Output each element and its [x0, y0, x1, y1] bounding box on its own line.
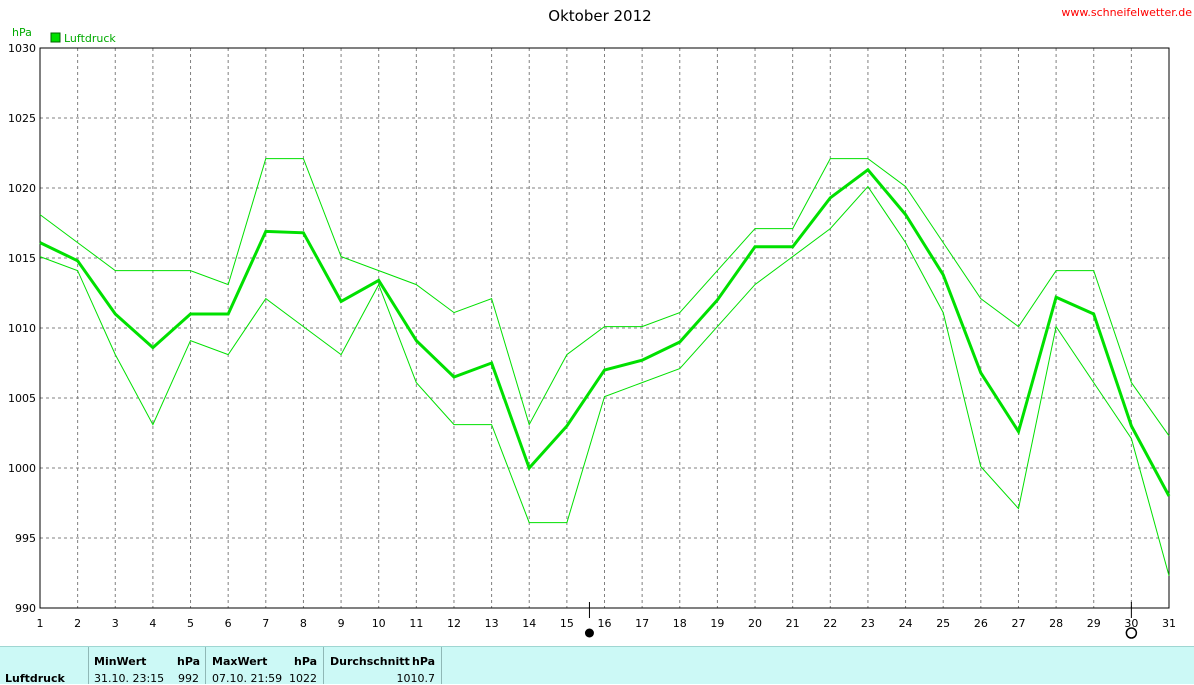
x-tick-label: 8	[300, 617, 307, 630]
max-datetime: 07.10. 21:59	[212, 672, 283, 685]
x-tick-label: 16	[598, 617, 612, 630]
stats-min-cell: MinWert hPa 31.10. 23:15 992	[89, 647, 206, 685]
stats-max-cell: MaxWert hPa 07.10. 21:59 1022	[206, 647, 324, 685]
min-unit: hPa	[177, 655, 201, 668]
min-datetime: 31.10. 23:15	[94, 672, 165, 685]
x-tick-label: 7	[262, 617, 269, 630]
x-ticks: 1 2 3 4 5 6 7 8 9 10 11 12 13 14 15 16 17 18 19 20 21 22 23 24 2…	[37, 617, 1177, 630]
x-tick-label: 6	[225, 617, 232, 630]
x-tick-label: 15	[560, 617, 574, 630]
stats-avg-cell: Durchschnitt hPa 1010.7	[324, 647, 442, 685]
x-tick-label: 21	[786, 617, 800, 630]
y-tick-label: 1030	[8, 42, 36, 55]
plot-border	[39, 47, 1170, 609]
site-link[interactable]: www.schneifelwetter.de	[1061, 6, 1192, 19]
stats-label-cell	[0, 647, 89, 684]
y-tick-label: 1010	[8, 322, 36, 335]
avg-value: 1010.7	[396, 672, 436, 685]
y-axis-unit: hPa	[12, 26, 32, 39]
y-tick-label: 990	[15, 602, 36, 615]
grid	[40, 48, 1169, 608]
min-value: 992	[178, 672, 199, 685]
x-tick-label: 3	[112, 617, 119, 630]
series-line-luftdruck	[39, 167, 1171, 497]
min-label: MinWert	[94, 655, 147, 668]
max-label: MaxWert	[212, 655, 268, 668]
x-tick-label: 28	[1049, 617, 1063, 630]
x-tick-label: 11	[409, 617, 423, 630]
stats-bar: Luftdruck MinWert hPa 31.10. 23:15 992 M…	[0, 646, 1194, 685]
x-tick-label: 31	[1162, 617, 1176, 630]
x-tick-label: 29	[1087, 617, 1101, 630]
legend-swatch	[50, 32, 61, 43]
x-tick-label: 5	[187, 617, 194, 630]
x-tick-label: 24	[899, 617, 913, 630]
full-moon-icon	[1125, 627, 1138, 639]
stats-row-label: Luftdruck	[5, 672, 65, 685]
x-tick-label: 13	[485, 617, 499, 630]
y-tick-label: 1015	[8, 252, 36, 265]
series-line-lower	[39, 185, 1170, 576]
chart-title: Oktober 2012	[548, 7, 651, 25]
x-tick-label: 25	[936, 617, 950, 630]
y-ticks: 990 995 1000 1005 1010 1015 1020 1025 1030	[8, 42, 36, 615]
x-tick-label: 19	[710, 617, 724, 630]
x-tick-label: 17	[635, 617, 649, 630]
x-tick-label: 12	[447, 617, 461, 630]
new-moon-icon	[584, 628, 594, 638]
chart-canvas: Oktober 2012 www.schneifelwetter.de hPa …	[8, 6, 1192, 639]
avg-label: Durchschnitt	[330, 655, 410, 668]
y-tick-label: 1020	[8, 182, 36, 195]
x-tick-label: 26	[974, 617, 988, 630]
x-tick-label: 10	[372, 617, 386, 630]
legend-label: Luftdruck	[64, 32, 116, 45]
x-tick-label: 14	[522, 617, 536, 630]
max-value: 1022	[289, 672, 317, 685]
moon-markers	[584, 602, 1138, 639]
series-line-upper	[39, 158, 1170, 437]
y-tick-label: 995	[15, 532, 36, 545]
y-tick-label: 1025	[8, 112, 36, 125]
series-lines	[39, 158, 1171, 576]
x-tick-label: 20	[748, 617, 762, 630]
y-tick-label: 1005	[8, 392, 36, 405]
x-tick-label: 4	[149, 617, 156, 630]
x-tick-label: 27	[1011, 617, 1025, 630]
x-tick-label: 9	[338, 617, 345, 630]
x-tick-label: 30	[1124, 617, 1138, 630]
x-tick-label: 1	[37, 617, 44, 630]
avg-unit: hPa	[412, 655, 436, 668]
x-tick-label: 23	[861, 617, 875, 630]
x-tick-label: 22	[823, 617, 837, 630]
x-tick-label: 18	[673, 617, 687, 630]
y-tick-label: 1000	[8, 462, 36, 475]
max-unit: hPa	[294, 655, 318, 668]
x-tick-label: 2	[74, 617, 81, 630]
